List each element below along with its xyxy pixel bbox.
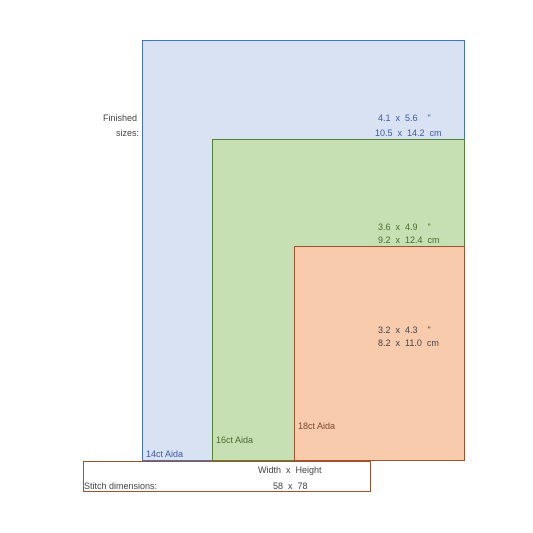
fabric-14ct-inches: 4.1 x 5.6 " (378, 113, 431, 123)
fabric-14ct-name: 14ct Aida (146, 449, 184, 459)
fabric-18ct-cm: 8.2 x 11.0 cm (378, 338, 439, 348)
fabric-16ct-cm: 9.2 x 12.4 cm (378, 235, 440, 245)
width-height-header: Width x Height (258, 465, 322, 475)
sizes-label: sizes: (116, 128, 140, 138)
stitch-dimensions-box (83, 461, 371, 492)
fabric-14ct-cm: 10.5 x 14.2 cm (375, 128, 442, 138)
fabric-18ct-inches: 3.2 x 4.3 " (378, 325, 431, 335)
finished-label: Finished (103, 113, 138, 123)
stitch-dimensions-value: 58 x 78 (273, 481, 308, 491)
fabric-18ct-name: 18ct Aida (298, 421, 336, 431)
fabric-16ct-inches: 3.6 x 4.9 " (378, 222, 431, 232)
fabric-18ct-area (294, 246, 465, 461)
fabric-16ct-name: 16ct Aida (216, 435, 254, 445)
stitch-dimensions-label: Stitch dimensions: (84, 481, 158, 491)
